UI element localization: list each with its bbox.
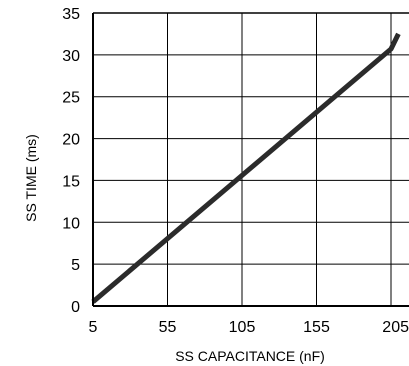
y-tick-label-15: 15 <box>62 173 80 190</box>
x-tick-label-5: 5 <box>89 319 98 336</box>
series-layer <box>91 32 401 304</box>
y-tick-label-35: 35 <box>62 6 80 23</box>
y-tick-label-30: 30 <box>62 48 80 65</box>
x-tick-labels: 5 55 105 155 205 <box>89 319 409 336</box>
y-tick-label-20: 20 <box>62 132 80 149</box>
y-axis-title: SS TIME (ms) <box>23 134 39 222</box>
y-tick-label-25: 25 <box>62 90 80 107</box>
x-tick-label-155: 155 <box>303 319 330 336</box>
x-tick-label-205: 205 <box>382 319 409 336</box>
y-tick-label-0: 0 <box>71 299 80 316</box>
x-tick-label-105: 105 <box>229 319 256 336</box>
grid <box>93 13 409 306</box>
x-tick-label-55: 55 <box>159 319 177 336</box>
series-line-0 <box>91 32 401 304</box>
y-tick-label-5: 5 <box>71 257 80 274</box>
y-tick-labels: 0 5 10 15 20 25 30 35 <box>62 6 80 316</box>
y-tick-label-10: 10 <box>62 215 80 232</box>
x-axis-title: SS CAPACITANCE (nF) <box>175 348 325 364</box>
plot-frame <box>92 12 409 307</box>
